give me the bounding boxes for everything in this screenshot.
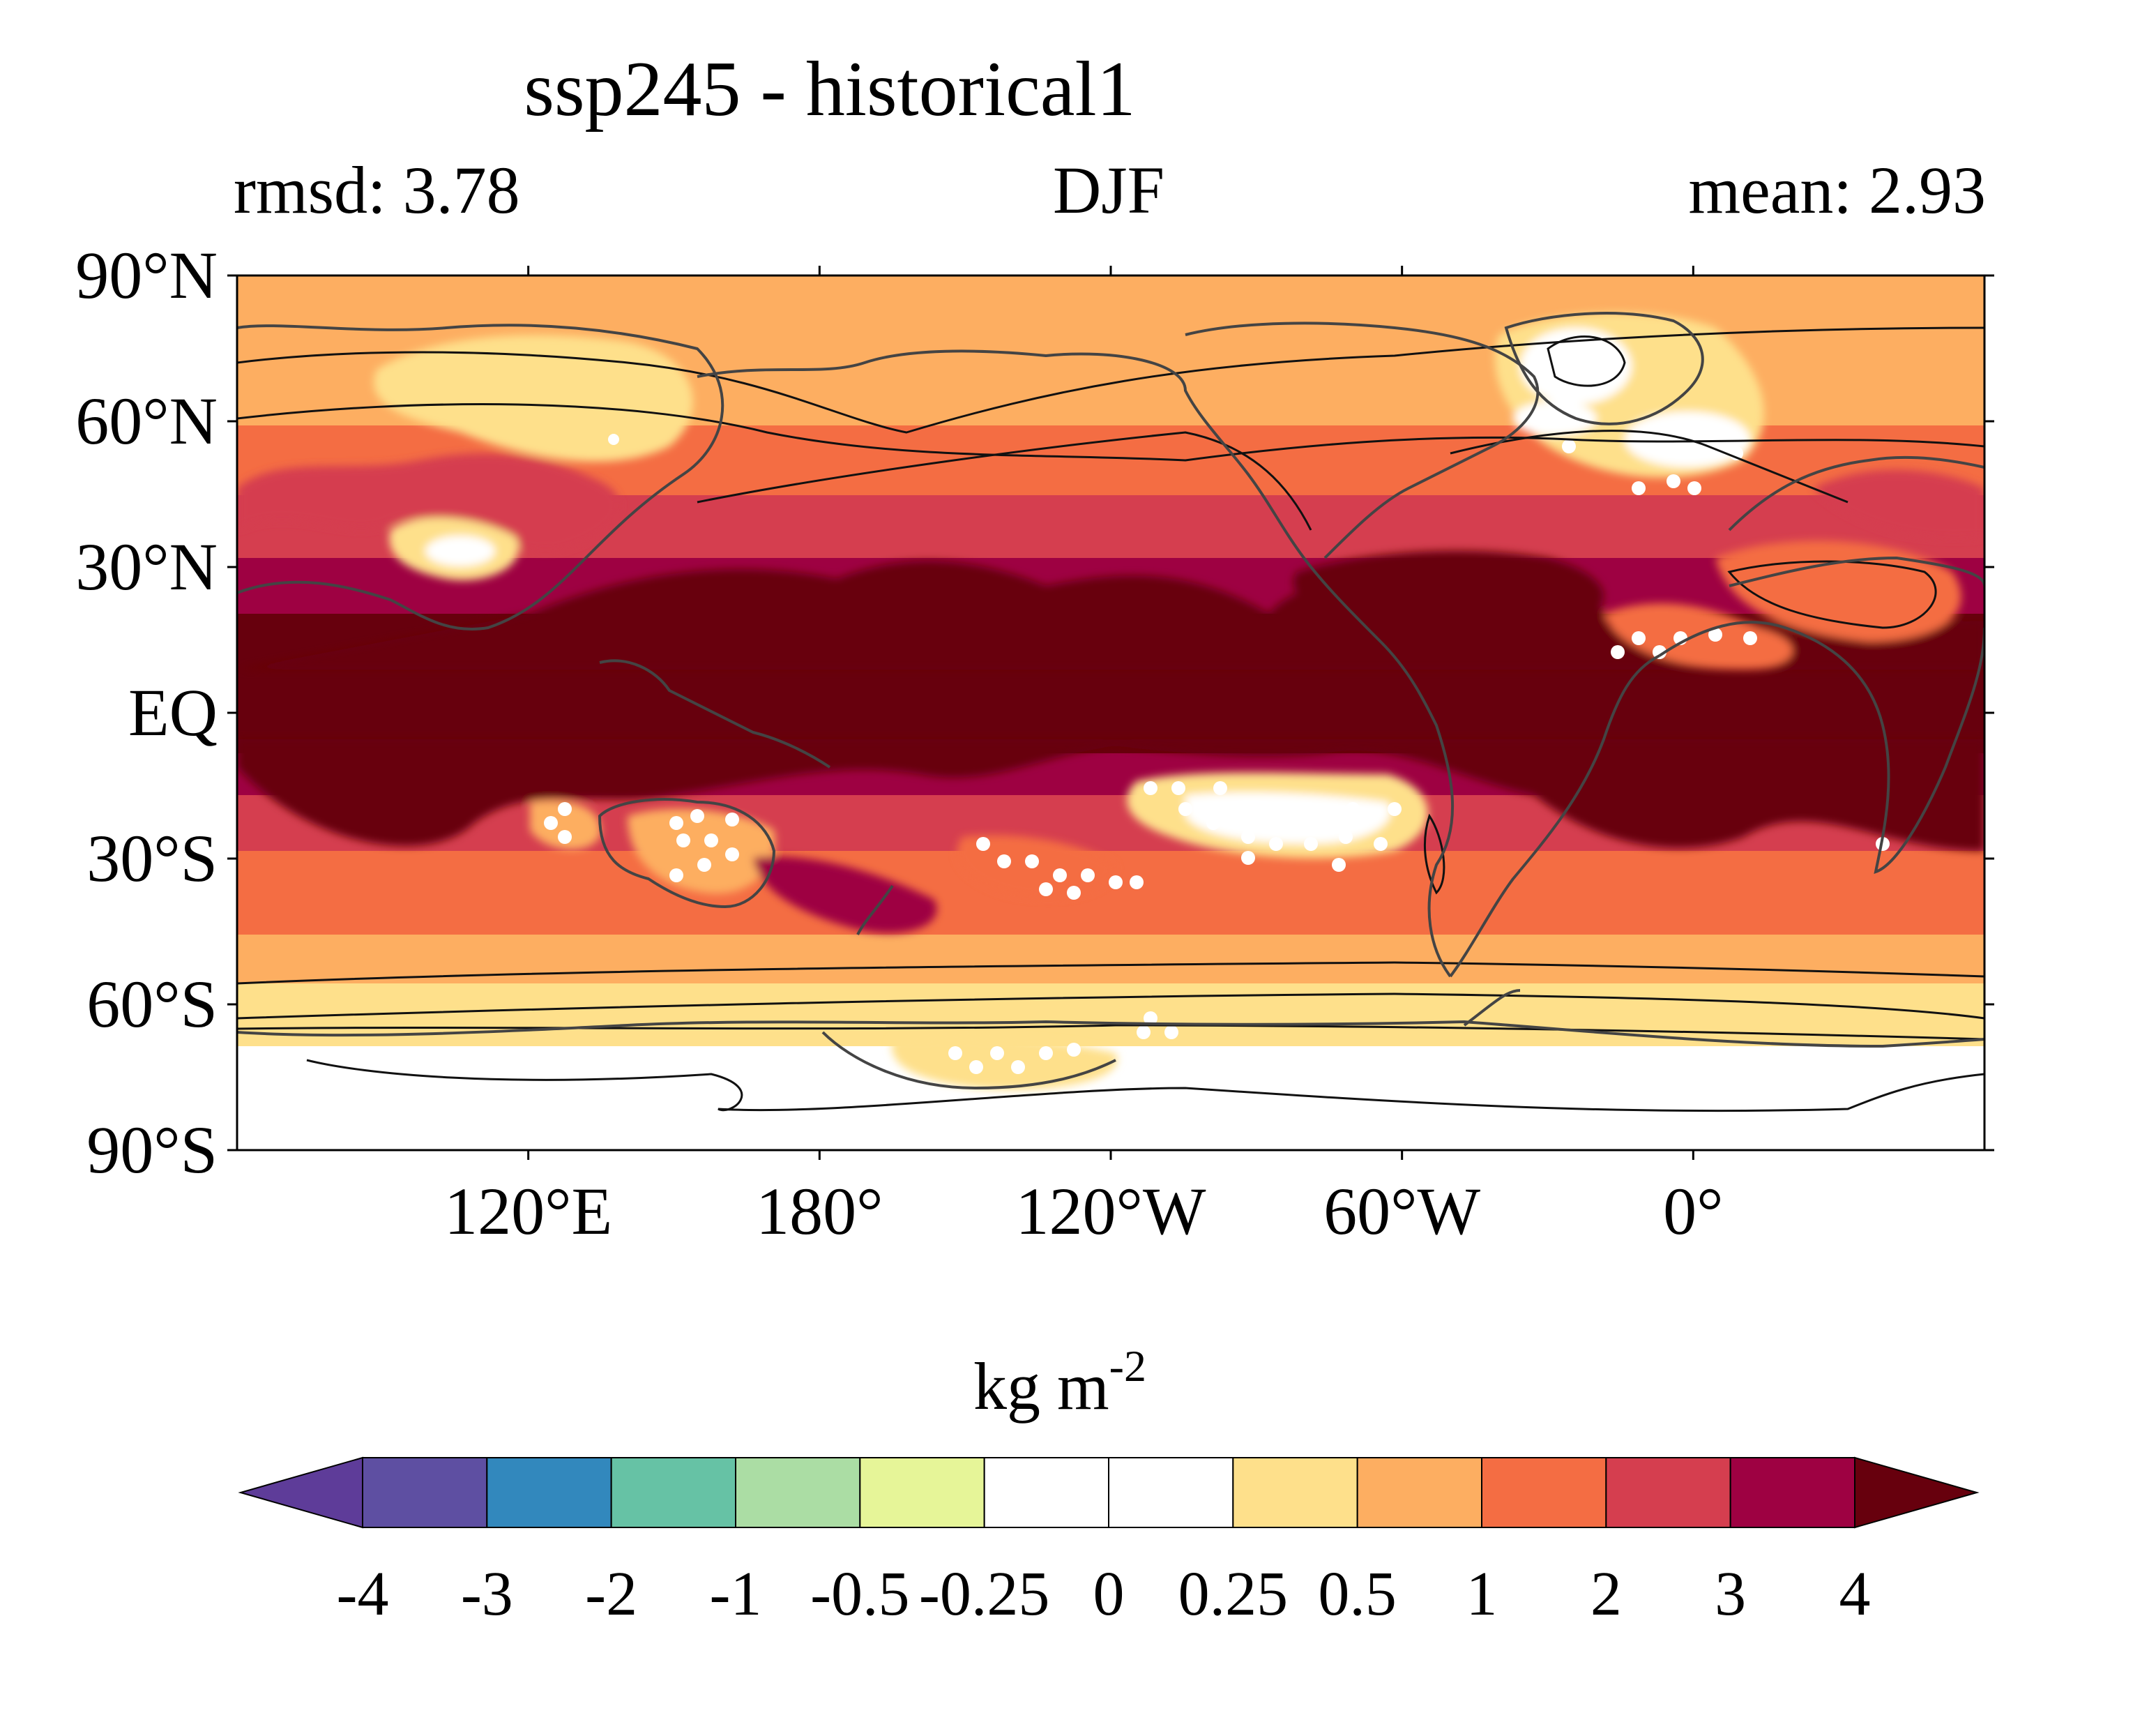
colorbar-level-label: 0 — [1093, 1560, 1125, 1629]
lon-tick-label: 120°W — [1016, 1174, 1206, 1248]
colorbar-level-label: 0.25 — [1178, 1560, 1289, 1629]
colorbar-units: kg m-2 — [973, 1341, 1146, 1424]
blob-tibet-white — [425, 536, 495, 566]
colorbar-level-label: -4 — [337, 1560, 389, 1629]
colorbar-swatch — [735, 1457, 861, 1528]
coastlines — [237, 312, 1984, 1090]
colorbar: -4 -3 -2 -1 -0.5 -0.25 0 0.25 0.5 1 2 3 4 — [238, 1456, 1980, 1629]
colorbar-swatch — [1232, 1457, 1358, 1528]
blob-europe-red — [1813, 469, 1984, 539]
lat-tick-label: 90°S — [86, 1112, 218, 1187]
colorbar-swatch — [1481, 1457, 1607, 1528]
colorbar-level-label: -3 — [461, 1560, 513, 1629]
colorbar-arrow-high — [1854, 1456, 1980, 1529]
lon-tick-label: 180° — [756, 1174, 883, 1248]
lat-tick-label: EQ — [128, 675, 218, 750]
colorbar-swatch — [1605, 1457, 1731, 1528]
blob-ross-light — [891, 1036, 1118, 1090]
contour-lines — [237, 326, 1984, 1112]
colorbar-arrow-low — [238, 1456, 363, 1529]
latitude-axis: 90°N 60°N 30°N EQ 30°S 60°S 90°S — [75, 238, 1994, 1187]
blob-asia-red — [237, 453, 620, 552]
blob-siberia-light — [374, 335, 693, 462]
lon-tick-label: 120°E — [444, 1174, 612, 1248]
colorbar-swatch — [1356, 1457, 1482, 1528]
colorbar-swatch — [983, 1457, 1109, 1528]
stippling — [544, 434, 1890, 1074]
blob-west-australia — [530, 800, 601, 850]
colorbar-swatch — [1729, 1457, 1856, 1528]
subtitle-rmsd: rmsd: 3.78 — [234, 153, 520, 227]
lon-tick-label: 60°W — [1323, 1174, 1480, 1248]
colorbar-level-label: 2 — [1591, 1560, 1622, 1629]
colorbar-level-label: -1 — [710, 1560, 762, 1629]
figure-title: ssp245 - historical1 — [524, 46, 1135, 133]
colorbar-swatch — [859, 1457, 985, 1528]
colorbar-swatch — [1108, 1457, 1234, 1528]
blob-sw-pacific-red — [753, 856, 937, 933]
lon-tick-label: 0° — [1663, 1174, 1723, 1248]
lat-tick-label: 30°N — [75, 529, 218, 604]
blob-south-pacific-deep — [237, 739, 1984, 851]
lat-tick-label: 60°S — [86, 967, 218, 1041]
blob-greenland-white — [1520, 328, 1632, 405]
colorbar-level-label: 1 — [1466, 1560, 1498, 1629]
colorbar-level-label: -0.25 — [919, 1560, 1049, 1629]
colorbar-level-label: 4 — [1839, 1560, 1871, 1629]
colorbar-swatch — [362, 1457, 488, 1528]
lat-tick-label: 60°N — [75, 384, 218, 458]
colorbar-level-label: 3 — [1715, 1560, 1746, 1629]
colorbar-swatch — [610, 1457, 737, 1528]
blob-australia — [628, 808, 775, 894]
longitude-axis: 120°E 180° 120°W 60°W 0° — [444, 266, 1724, 1248]
colorbar-level-label: -2 — [585, 1560, 637, 1629]
map-field — [237, 275, 1984, 1150]
lat-tick-label: 30°S — [86, 821, 218, 896]
blob-sahara-orange — [1604, 603, 1793, 670]
subtitle-mean: mean: 2.93 — [1688, 153, 1986, 227]
colorbar-swatch — [486, 1457, 612, 1528]
subtitle-season: DJF — [1053, 153, 1164, 227]
blob-atlantic-crimson — [1293, 550, 1604, 624]
blob-south-pacific-white — [1185, 792, 1391, 844]
lat-tick-label: 90°N — [75, 238, 218, 312]
colorbar-level-label: 0.5 — [1318, 1560, 1397, 1629]
band-antarctic — [237, 1032, 1984, 1150]
colorbar-level-label: -0.5 — [810, 1560, 909, 1629]
